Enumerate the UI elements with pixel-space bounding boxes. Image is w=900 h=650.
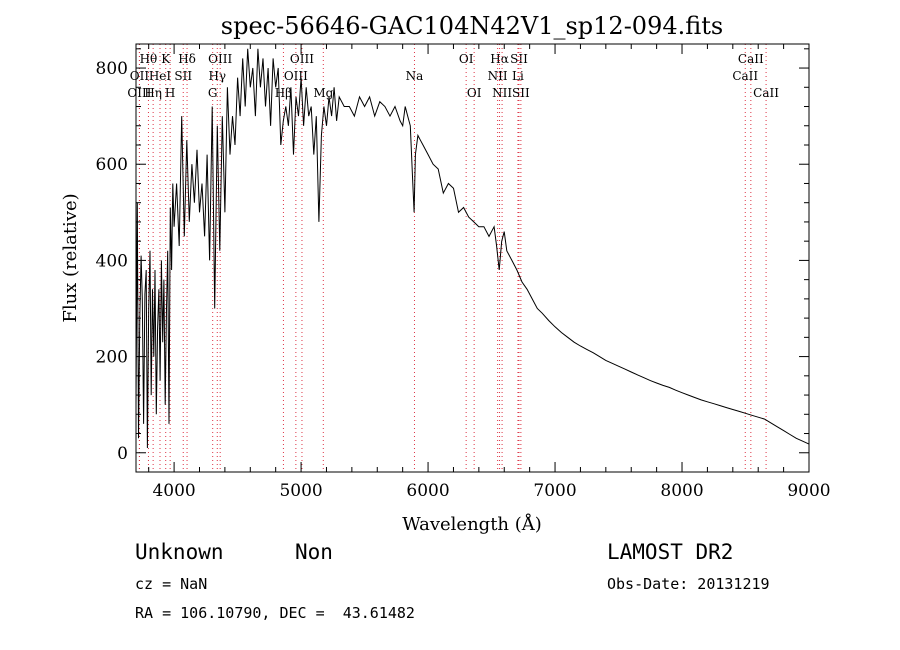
line-marker-label-5: Hη xyxy=(144,86,162,100)
x-tick-label-1: 5000 xyxy=(279,481,322,501)
line-marker-label-19: Hα xyxy=(490,52,509,66)
line-marker-label-25: CaII xyxy=(738,52,764,66)
line-marker-label-4: HeI xyxy=(149,69,172,83)
object-subclass: Non xyxy=(295,540,333,564)
line-marker-label-6: H xyxy=(165,86,175,100)
line-marker-label-22: SII xyxy=(510,52,528,66)
redshift-cz: cz = NaN xyxy=(135,575,208,593)
line-marker-label-14: OIII xyxy=(284,69,308,83)
line-marker-label-7: SII xyxy=(174,69,192,83)
x-axis-label: Wavelength (Å) xyxy=(402,513,542,535)
line-marker-label-3: K xyxy=(161,52,171,66)
line-marker-label-15: Mg xyxy=(313,86,333,100)
line-marker-label-17: OI xyxy=(459,52,474,66)
x-tick-label-5: 9000 xyxy=(787,481,830,501)
line-marker-label-8: Hδ xyxy=(178,52,196,66)
line-marker-label-20: NII xyxy=(488,69,508,83)
x-tick-label-2: 6000 xyxy=(406,481,449,501)
ra-dec-coordinates: RA = 106.10790, DEC = 43.61482 xyxy=(135,604,415,622)
survey-name: LAMOST DR2 xyxy=(607,540,734,564)
line-marker-label-13: OIII xyxy=(290,52,314,66)
y-tick-label-4: 800 xyxy=(96,59,128,79)
line-marker-label-2: OIII xyxy=(127,86,151,100)
line-marker-label-27: CaII xyxy=(753,86,779,100)
line-marker-label-26: CaII xyxy=(732,69,758,83)
y-tick-label-3: 600 xyxy=(96,155,128,175)
spectrum-series xyxy=(135,48,810,449)
object-class: Unknown xyxy=(135,540,224,564)
spectrum-line-0 xyxy=(135,48,810,449)
line-marker-label-9: OIII xyxy=(208,52,232,66)
line-marker-label-10: Hγ xyxy=(208,69,226,83)
x-tick-label-3: 7000 xyxy=(533,481,576,501)
y-tick-label-2: 400 xyxy=(96,251,128,271)
line-marker-label-21: NII xyxy=(492,86,512,100)
line-marker-label-12: Hβ xyxy=(275,86,292,100)
y-axis-label: Flux (relative) xyxy=(60,193,81,322)
line-marker-label-16: Na xyxy=(406,69,424,83)
y-tick-label-0: 0 xyxy=(117,444,128,464)
plot-frame xyxy=(135,43,810,473)
line-marker-label-0: Hθ xyxy=(140,52,158,66)
observation-date: Obs-Date: 20131219 xyxy=(607,575,770,593)
plot-axes: 4000 5000 6000 7000 8000 9000 0 200 400 600 800 xyxy=(96,43,831,501)
y-tick-label-1: 200 xyxy=(96,348,128,368)
line-marker-label-23: Li xyxy=(512,69,524,83)
line-marker-label-18: OI xyxy=(467,86,482,100)
x-tick-label-4: 8000 xyxy=(660,481,703,501)
x-tick-label-0: 4000 xyxy=(152,481,195,501)
line-marker-label-11: G xyxy=(208,86,218,100)
chart-title: spec-56646-GAC104N42V1_sp12-094.fits xyxy=(221,12,723,40)
line-marker-label-24: SII xyxy=(512,86,530,100)
